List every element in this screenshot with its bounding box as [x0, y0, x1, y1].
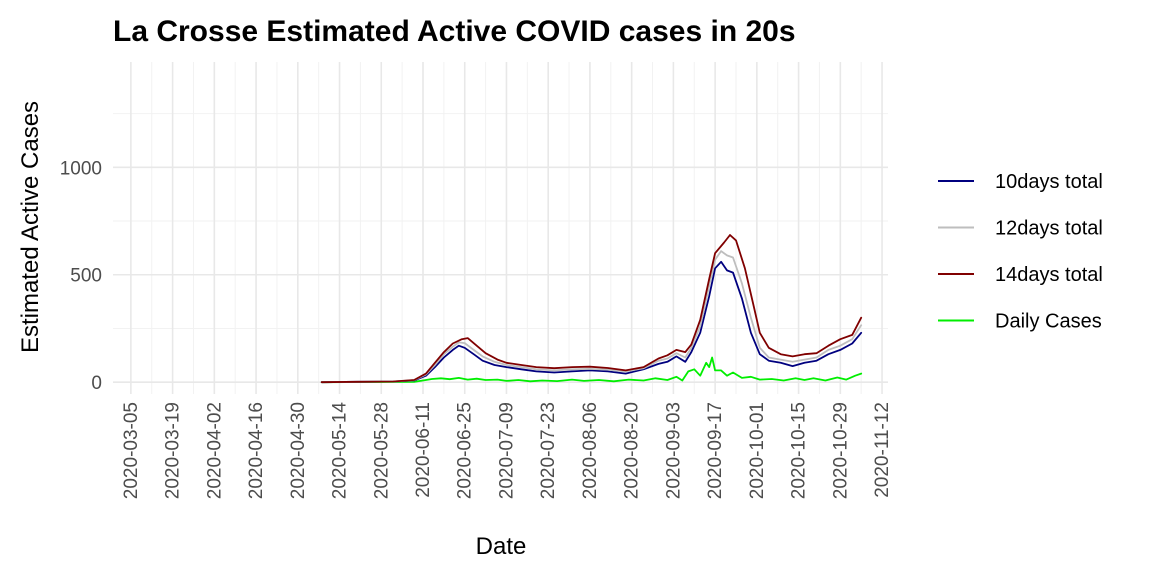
x-tick-label: 2020-04-16: [246, 402, 267, 499]
series-line-daily-cases: [320, 356, 863, 384]
y-tick-label: 0: [91, 373, 102, 394]
x-tick-label: 2020-10-29: [830, 402, 851, 499]
x-tick-label: 2020-10-15: [789, 402, 810, 499]
x-tick-label: 2020-04-02: [204, 402, 225, 499]
x-tick-label: 2020-03-19: [163, 402, 184, 499]
y-tick-label: 1000: [60, 158, 102, 179]
x-tick-label: 2020-09-17: [705, 402, 726, 499]
legend-label: 12days total: [995, 218, 1103, 240]
x-tick-label: 2020-11-12: [872, 402, 893, 498]
x-tick-label: 2020-07-09: [496, 402, 517, 499]
series-lines: [320, 234, 863, 384]
y-axis-title: Estimated Active Cases: [17, 101, 44, 353]
legend-label: 14days total: [995, 264, 1103, 286]
x-tick-label: 2020-06-25: [455, 402, 476, 499]
legend-label: Daily Cases: [995, 311, 1102, 333]
y-tick-label: 500: [70, 266, 102, 287]
x-tick-label: 2020-08-20: [622, 402, 643, 499]
x-tick-label: 2020-05-28: [371, 402, 392, 499]
x-tick-label: 2020-07-23: [538, 402, 559, 499]
y-axis: 0 500 1000: [60, 158, 102, 394]
x-tick-label: 2020-06-11: [413, 402, 434, 498]
legend: 10days total 12days total 14days total Dail…: [938, 171, 1103, 333]
series-line-12days-total: [320, 250, 863, 384]
chart-title: La Crosse Estimated Active COVID cases i…: [113, 15, 796, 48]
x-tick-label: 2020-09-03: [663, 402, 684, 499]
series-line-10days-total: [320, 260, 863, 384]
series-line-14days-total: [320, 234, 863, 384]
x-tick-label: 2020-10-01: [747, 402, 768, 499]
x-tick-label: 2020-08-06: [580, 402, 601, 499]
plot-area: [113, 62, 888, 394]
x-axis-title: Date: [476, 533, 527, 560]
grid: [113, 62, 888, 394]
x-tick-label: 2020-04-30: [288, 402, 309, 499]
x-tick-label: 2020-03-05: [121, 402, 142, 499]
x-tick-label: 2020-05-14: [330, 402, 351, 500]
legend-label: 10days total: [995, 171, 1103, 193]
x-axis: 2020-03-05 2020-03-19 2020-04-02 2020-04-16…: [121, 402, 893, 500]
